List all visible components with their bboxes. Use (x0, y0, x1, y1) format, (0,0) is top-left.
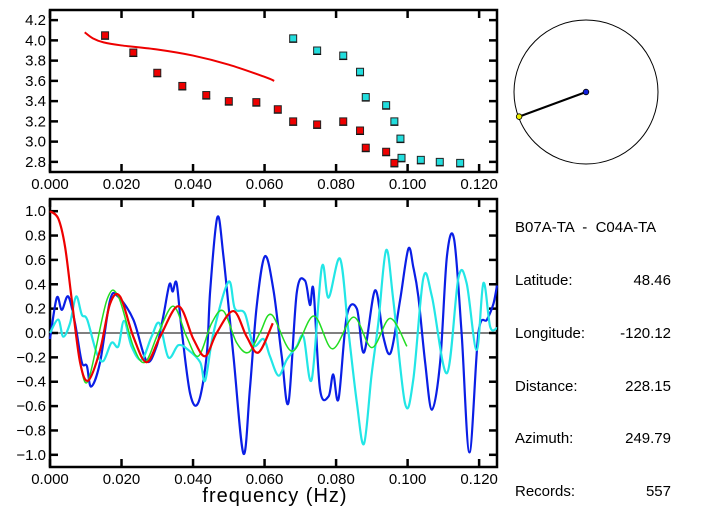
x-tick-label: 0.060 (246, 471, 284, 488)
x-tick-label: 0.000 (31, 471, 69, 488)
x-tick-label: 0.040 (174, 176, 212, 193)
azimuth-line (518, 91, 587, 118)
velocity-marker (390, 117, 399, 126)
series-line (79, 289, 408, 384)
y-tick-label: 3.6 (25, 73, 46, 90)
y-tick-label: 0.2 (25, 301, 46, 318)
velocity-marker (416, 155, 425, 164)
velocity-marker (153, 68, 162, 77)
plot-frame (48, 8, 499, 174)
y-tick-label: −1.0 (16, 447, 46, 464)
velocity-marker (361, 143, 370, 152)
info-label: Azimuth: (515, 430, 574, 448)
x-tick-label: 0.060 (246, 176, 284, 193)
series-line (49, 249, 498, 446)
series-line (48, 215, 499, 455)
y-tick-label: 3.8 (25, 53, 46, 70)
x-tick-label: 0.100 (389, 176, 427, 193)
info-label: Distance: (515, 377, 578, 395)
info-row-azimuth: Azimuth: 249.79 (515, 430, 671, 448)
velocity-marker (101, 31, 110, 40)
info-value: 557 (645, 483, 671, 501)
remote-station-dot (515, 113, 523, 120)
y-tick-label: 0.0 (25, 325, 46, 342)
station-info-panel: B07A-TA - C04A-TA Latitude: 48.46 Longitu… (515, 184, 671, 518)
velocity-marker (390, 158, 399, 167)
y-tick-label: 2.8 (25, 154, 46, 171)
y-tick-label: −0.2 (16, 349, 46, 366)
velocity-marker (339, 117, 348, 126)
velocity-marker (129, 48, 138, 57)
velocity-marker (252, 98, 261, 107)
y-tick-label: −0.4 (16, 374, 46, 391)
y-tick-label: 0.8 (25, 228, 46, 245)
y-tick-label: 4.0 (25, 32, 46, 49)
series-line (49, 210, 274, 382)
info-row-records: Records: 557 (515, 483, 671, 501)
velocity-marker (356, 67, 365, 76)
y-tick-label: 1.0 (25, 203, 46, 220)
info-row-latitude: Latitude: 48.46 (515, 272, 671, 290)
velocity-marker (339, 51, 348, 60)
y-tick-label: 4.2 (25, 12, 46, 29)
station-pair-title: B07A-TA - C04A-TA (515, 219, 657, 237)
velocity-marker (289, 34, 298, 43)
info-label: Latitude: (515, 271, 573, 289)
azimuth-map (513, 19, 659, 165)
center-station-dot (582, 88, 590, 96)
info-value: 249.79 (625, 430, 671, 448)
info-label: Longitude: (515, 324, 586, 342)
y-tick-label: 3.0 (25, 134, 46, 151)
range-circle (513, 19, 659, 165)
info-value: 48.46 (633, 271, 671, 289)
velocity-marker (356, 126, 365, 135)
x-tick-label: 0.020 (103, 471, 141, 488)
x-tick-label: 0.040 (174, 471, 212, 488)
velocity-marker (313, 46, 322, 55)
info-value: -120.12 (620, 324, 671, 342)
velocity-marker (178, 81, 187, 90)
info-value: 228.15 (625, 377, 671, 395)
x-tick-label: 0.020 (103, 176, 141, 193)
x-tick-label: 0.080 (317, 176, 355, 193)
x-axis-label: frequency (Hz) (202, 485, 347, 507)
velocity-marker (382, 101, 391, 110)
info-label: Records: (515, 483, 576, 501)
velocity-marker (435, 157, 444, 166)
x-tick-label: 0.100 (389, 471, 427, 488)
velocity-marker (382, 147, 391, 156)
phase-velocity-curve (84, 31, 275, 82)
y-tick-label: −0.8 (16, 422, 46, 439)
dispersion-plot: 0.000 0.020 0.040 0.060 0.080 0.100 0.120 2.8 3.… (25, 8, 499, 193)
x-tick-label: 0.080 (317, 471, 355, 488)
y-tick-label: 3.4 (25, 93, 46, 110)
velocity-marker (224, 97, 233, 106)
velocity-marker (273, 105, 282, 114)
velocity-marker (456, 158, 465, 167)
velocity-marker (396, 134, 405, 143)
x-tick-label: 0.120 (460, 176, 498, 193)
velocity-marker (313, 120, 322, 129)
x-tick-label: 0.000 (31, 176, 69, 193)
y-tick-label: 0.6 (25, 252, 46, 269)
correlation-plot: 0.000 0.020 0.040 0.060 0.080 0.100 0.120 −1.0 −… (16, 197, 499, 488)
velocity-marker (202, 91, 211, 100)
velocity-marker (397, 153, 406, 162)
velocity-marker (289, 117, 298, 126)
x-tick-label: 0.120 (460, 471, 498, 488)
y-tick-label: −0.6 (16, 398, 46, 415)
y-tick-label: 3.2 (25, 113, 46, 130)
info-row-distance: Distance: 228.15 (515, 378, 671, 396)
velocity-marker (361, 93, 370, 102)
y-tick-label: 0.4 (25, 276, 46, 293)
info-row-longitude: Longitude: -120.12 (515, 325, 671, 343)
